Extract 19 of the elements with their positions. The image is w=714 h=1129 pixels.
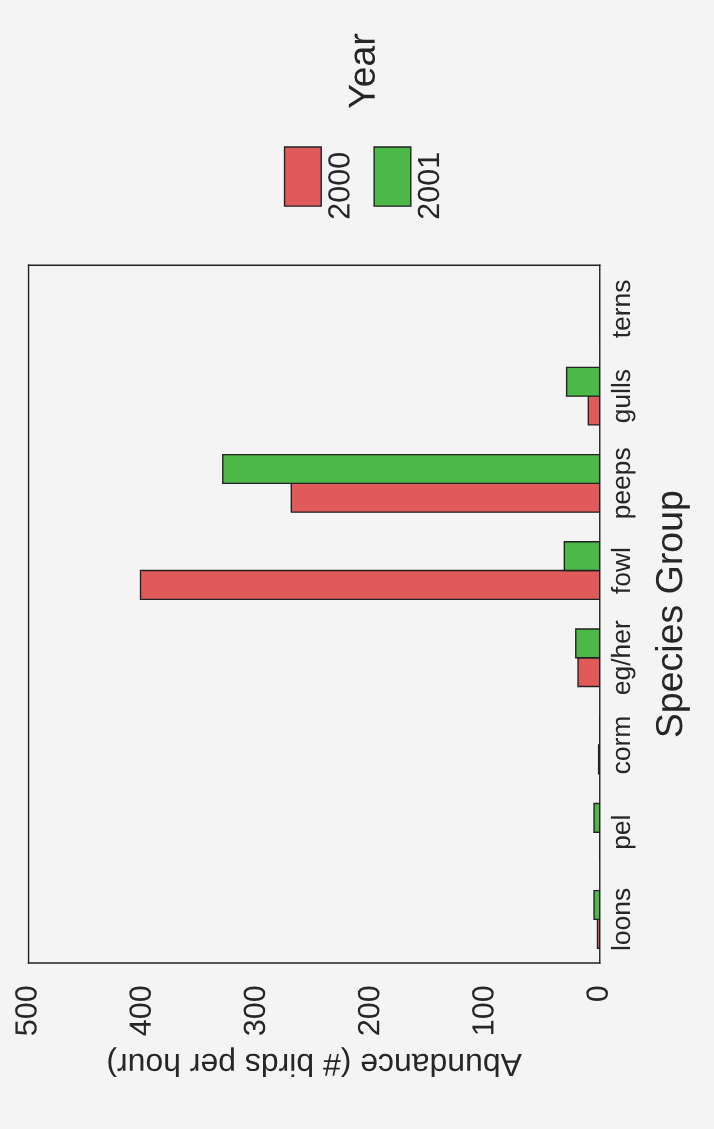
y-tick-label: peeps: [615, 448, 636, 518]
x-tick-label: 200: [357, 986, 380, 1035]
y-axis-title: Species Group: [654, 491, 690, 737]
x-tick-label: 100: [472, 986, 494, 1034]
y-tick-label: fowl: [610, 548, 631, 594]
y-tick-label: eg/her: [610, 620, 636, 695]
y-tick-label: loons: [610, 888, 631, 950]
x-tick-label: 500: [15, 986, 37, 1036]
x-tick-label: 300: [243, 986, 266, 1036]
y-tick-label: corm: [615, 717, 631, 774]
legend-label: 2001: [417, 153, 440, 219]
legend-title: Year: [348, 33, 376, 109]
y-tick-label: terns: [612, 280, 631, 338]
x-tick-label: 400: [129, 986, 151, 1036]
x-axis-title: Abundance (# birds per hour): [108, 1047, 522, 1078]
legend-label: 2000: [328, 153, 350, 219]
y-tick-label: pel: [610, 816, 636, 849]
y-tick-label: gulls: [610, 369, 636, 423]
x-tick-label: 0: [586, 986, 608, 1002]
